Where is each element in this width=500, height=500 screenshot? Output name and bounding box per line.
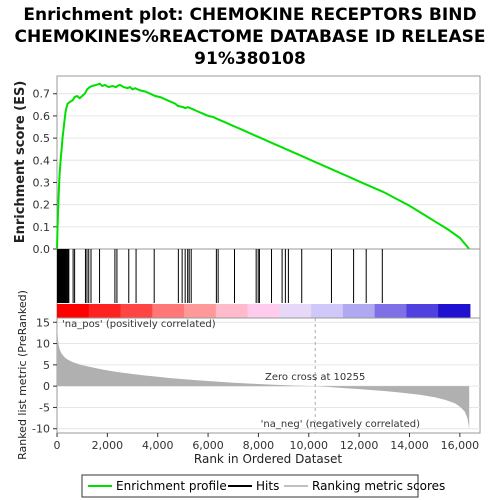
positive-correlation-label: 'na_pos' (positively correlated) [62,319,216,330]
legend: Enrichment profile Hits Ranking metric s… [81,474,445,498]
hits-panel [56,248,481,319]
metric-y-tick-label: 10 [36,338,50,351]
metric-y-tick-label: 0 [43,380,50,393]
x-tick-label: 12,000 [340,439,379,452]
es-y-tick-label: 0.3 [33,176,51,189]
es-y-ticks: 0.0 0.1 0.2 0.3 0.4 0.5 0.6 0.7 [33,88,57,256]
ranking-color-segment [342,304,376,318]
ranking-color-segment [406,304,439,318]
x-tick-label: 10,000 [290,439,329,452]
ranking-color-segment [152,304,185,318]
metric-y-tick-label: -10 [32,423,50,436]
legend-hits-label: Hits [256,479,279,493]
legend-enrichment-profile-label: Enrichment profile [116,479,227,493]
metric-panel: Zero cross at 10255 'na_pos' (positively… [16,290,481,460]
ranking-color-segment [215,304,249,318]
es-y-tick-label: 0.0 [33,243,51,256]
x-tick-label: 4,000 [142,439,174,452]
negative-correlation-label: 'na_neg' (negatively correlated) [261,419,420,430]
es-panel: 0.0 0.1 0.2 0.3 0.4 0.5 0.6 0.7 Enrichment scor… [13,75,481,256]
x-tick-label: 8,000 [243,439,275,452]
metric-y-axis-label: Ranked list metric (PreRanked) [16,290,29,460]
ranking-color-segment [120,304,153,318]
x-axis-label: Rank in Ordered Dataset [194,452,342,466]
x-tick-label: 2,000 [92,439,124,452]
ranked-metric-area [57,322,470,429]
es-y-axis-label: Enrichment score (ES) [13,81,28,244]
metric-y-ticks: 15 10 5 0 -5 -10 [32,316,57,436]
ranking-color-segment [247,304,280,318]
es-y-tick-label: 0.6 [33,110,51,123]
zero-cross-label: Zero cross at 10255 [265,372,365,383]
x-tick-label: 6,000 [192,439,224,452]
chart-title-line-3: 91%380108 [194,49,306,69]
metric-y-tick-label: -5 [39,401,50,414]
es-y-tick-label: 0.2 [33,199,51,212]
es-y-tick-label: 0.7 [33,88,51,101]
chart-title-line-1: Enrichment plot: CHEMOKINE RECEPTORS BIN… [23,5,476,25]
ranking-color-segment [57,304,90,318]
ranking-color-segment [184,304,217,318]
hit-ticks [57,249,383,303]
x-tick-label: 16,000 [441,439,480,452]
ranking-color-bar [57,304,471,318]
es-panel-frame [56,75,481,250]
metric-y-tick-label: 15 [36,316,50,329]
ranking-color-segment [279,304,312,318]
es-y-tick-label: 0.5 [33,132,51,145]
chart-title-line-2: CHEMOKINES%REACTOME DATABASE ID RELEASE [15,27,486,47]
ranking-color-segment [374,304,407,318]
ranking-color-segment [311,304,344,318]
legend-ranking-metric-label: Ranking metric scores [312,479,445,493]
x-axis-ticks: 0 2,000 4,000 6,000 8,000 10,000 12,000 14,000 1… [54,433,480,452]
x-tick-label: 0 [54,439,61,452]
ranking-color-segment [438,304,471,318]
es-gridlines [57,93,480,250]
es-y-tick-label: 0.4 [33,154,51,167]
enrichment-profile-line [56,82,470,250]
metric-y-tick-label: 5 [43,359,50,372]
x-tick-label: 14,000 [390,439,429,452]
ranking-color-segment [88,304,122,318]
es-y-tick-label: 0.1 [33,221,51,234]
